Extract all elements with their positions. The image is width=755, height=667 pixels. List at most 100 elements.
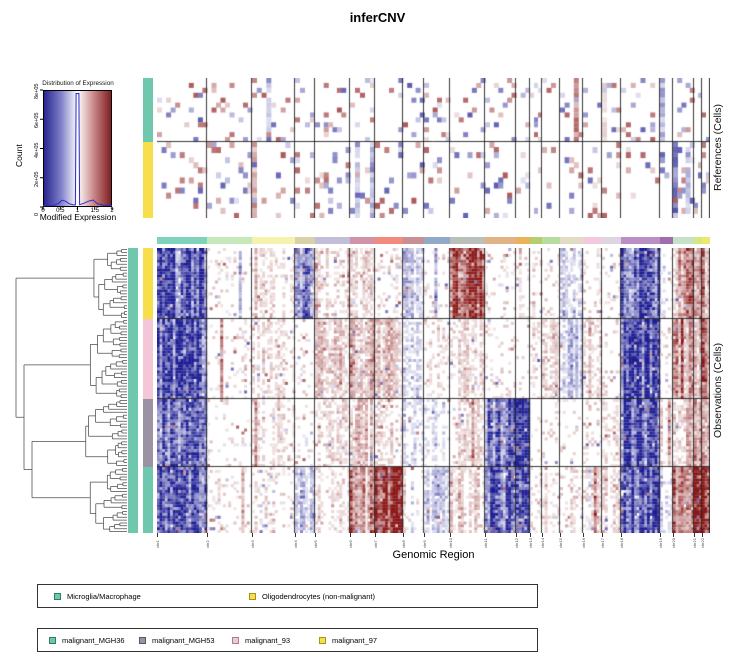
legend-item-label: malignant_97 xyxy=(332,635,378,645)
chromosome-tickmark xyxy=(375,533,376,537)
chromosome-tickmark xyxy=(424,533,425,537)
legend-swatch xyxy=(54,592,61,600)
annotation-segment xyxy=(143,467,153,533)
legend-item: malignant_MGH53 xyxy=(139,629,215,651)
chromosome-tick-label: chr7 xyxy=(373,540,378,548)
expression-xtick: 0.5 xyxy=(56,208,65,214)
chromosome-tickmark xyxy=(207,533,208,537)
chromosome-tickmark xyxy=(530,533,531,537)
legend-item-label: malignant_MGH53 xyxy=(152,635,215,645)
chromosome-segment xyxy=(542,237,560,244)
chromosome-tickmark xyxy=(560,533,561,537)
chromosome-tickmark xyxy=(583,533,584,537)
chromosome-tick-label: chr14 xyxy=(540,537,545,548)
references-axis-label: References (Cells) xyxy=(712,104,724,192)
chromosome-tickmark xyxy=(602,533,603,537)
chromosome-tick-label: chr6 xyxy=(348,540,353,548)
annotation-segment xyxy=(143,248,153,319)
legend-item-label: Microglia/Macrophage xyxy=(67,591,141,601)
chromosome-segment xyxy=(424,237,450,244)
expression-legend-ylabel: Count xyxy=(14,144,24,167)
chromosome-tickmark xyxy=(673,533,674,537)
legend-swatch xyxy=(319,636,326,644)
chromosome-tickmark xyxy=(542,533,543,537)
chromosome-segment xyxy=(560,237,583,244)
chromosome-segment xyxy=(694,237,702,244)
chromosome-tick-label: chr21 xyxy=(692,537,697,548)
references-heatmap xyxy=(157,78,710,218)
chromosome-segment xyxy=(673,237,694,244)
chromosome-tickmark xyxy=(485,533,486,537)
chromosome-tickmark xyxy=(621,533,622,537)
references-group-sidebar xyxy=(143,78,153,218)
chromosome-tickmark xyxy=(157,533,158,537)
chromosome-tick-label: chr15 xyxy=(558,537,563,548)
chromosome-tick-label: chr11 xyxy=(483,538,488,548)
chromosome-tickmark xyxy=(295,533,296,537)
chromosome-tickmark xyxy=(252,533,253,537)
chromosome-tick-label: chr8 xyxy=(401,540,406,548)
chromosome-tickmark xyxy=(350,533,351,537)
chromosome-tick-label: chr2 xyxy=(205,540,210,548)
chromosome-segment xyxy=(295,237,315,244)
chromosome-tick-label: chr18 xyxy=(619,537,624,548)
chromosome-tick-label: chr19 xyxy=(658,537,663,548)
legend-item: malignant_97 xyxy=(319,629,377,651)
legend-item: malignant_MGH36 xyxy=(49,629,125,651)
chromosome-tickmark xyxy=(403,533,404,537)
legend-swatch xyxy=(139,636,146,644)
page-title: inferCNV xyxy=(349,10,406,25)
expression-ytick: 2e+05 xyxy=(34,171,40,187)
chromosome-segment xyxy=(403,237,424,244)
expression-xtick: 1.5 xyxy=(90,208,99,214)
chromosome-tickmark xyxy=(450,533,451,537)
chromosome-segment xyxy=(315,237,350,244)
chromosome-tick-label: chr16 xyxy=(581,537,586,548)
reference-groups-legend: Microglia/Macrophage Oligodendrocytes (no… xyxy=(37,584,538,608)
legend-item-label: malignant_93 xyxy=(245,635,291,645)
legend-item-label: Oligodendrocytes (non-malignant) xyxy=(262,591,375,601)
chromosome-tick-label: chr13 xyxy=(528,537,533,548)
chromosome-segment xyxy=(157,237,207,244)
chromosome-segment xyxy=(583,237,602,244)
chromosome-segment xyxy=(516,237,530,244)
legend-item: Microglia/Macrophage xyxy=(54,585,141,607)
expression-gradient-box xyxy=(43,90,112,207)
expression-histogram xyxy=(40,89,113,210)
expression-xtick: 1 xyxy=(75,208,80,214)
expression-legend-xlabel: Modified Expression xyxy=(39,212,117,222)
chromosome-segment xyxy=(602,237,621,244)
legend-swatch xyxy=(249,592,256,600)
expression-legend-title: Distribution of Expression xyxy=(42,80,114,87)
annotation-segment xyxy=(143,78,153,142)
chromosome-tick-label: chr12 xyxy=(514,537,519,548)
legend-swatch xyxy=(232,636,239,644)
chromosome-tickmark xyxy=(702,533,703,537)
expression-xtick: 2 xyxy=(110,208,114,214)
chromosome-tick-label: chr4 xyxy=(293,540,298,548)
annotation-segment xyxy=(143,399,153,467)
chromosome-segment xyxy=(660,237,673,244)
observations-axis-label: Observations (Cells) xyxy=(712,342,724,439)
observations-group-sidebar xyxy=(143,248,153,533)
legend-item: malignant_93 xyxy=(232,629,290,651)
chromosome-segment xyxy=(350,237,375,244)
chromosome-tickmark xyxy=(315,533,316,537)
chromosome-segment xyxy=(621,237,660,244)
observation-groups-legend: malignant_MGH36 malignant_MGH53 malignant_… xyxy=(37,628,538,652)
chromosome-tick-label: chr17 xyxy=(600,537,605,548)
annotation-segment xyxy=(143,142,153,218)
chromosome-tick-label: chr1 xyxy=(155,540,160,548)
chromosome-segment xyxy=(702,237,710,244)
chromosome-tick-label: chr20 xyxy=(671,537,676,548)
chromosome-segment xyxy=(450,237,485,244)
chromosome-tick-label: chr10 xyxy=(448,537,453,548)
chromosome-tick-label: chr22 xyxy=(700,537,705,548)
expression-xtick: 0 xyxy=(41,208,45,214)
chromosome-segment xyxy=(207,237,252,244)
legend-item: Oligodendrocytes (non-malignant) xyxy=(249,585,375,607)
chromosome-colorbar xyxy=(157,237,710,244)
observations-heatmap xyxy=(157,248,710,533)
genomic-region-label: Genomic Region xyxy=(392,549,475,561)
